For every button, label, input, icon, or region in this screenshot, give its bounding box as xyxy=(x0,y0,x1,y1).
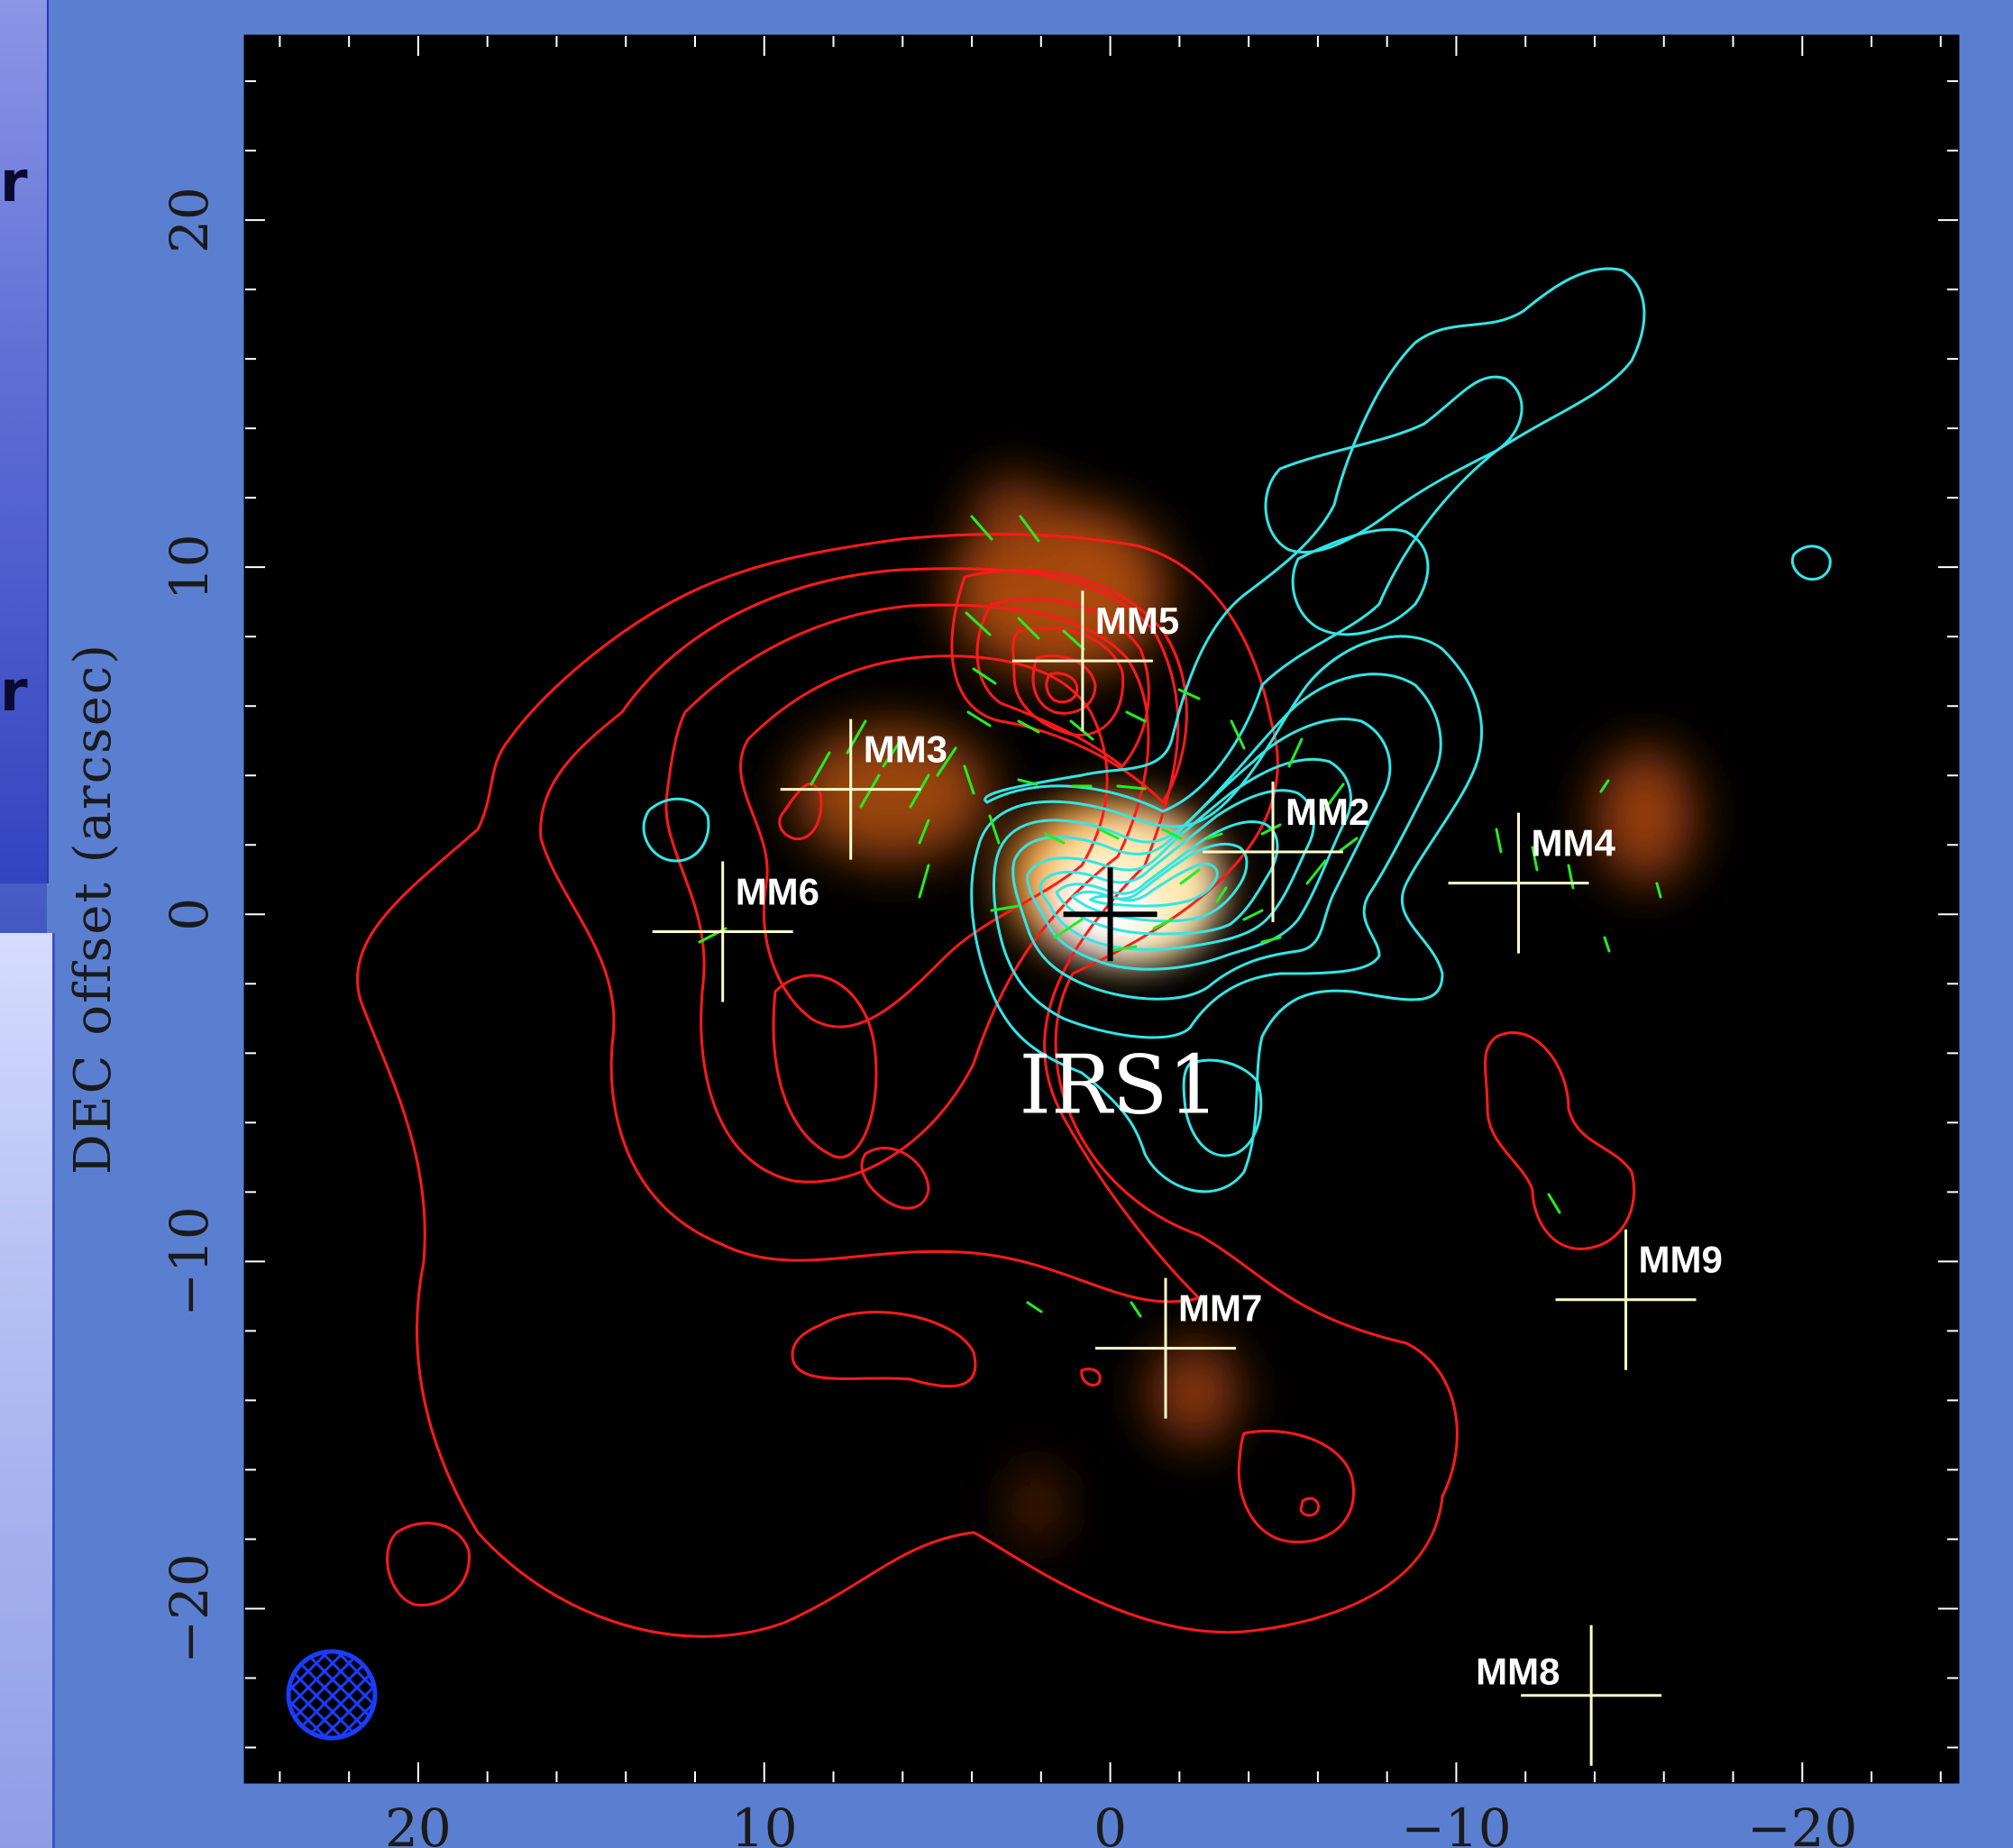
source-markers: MM2 MM3 MM4 MM5 MM6 MM7 MM8 MM9 IRS1 xyxy=(652,590,1723,1766)
source-label: MM7 xyxy=(1178,1287,1262,1330)
x-tick-label: −10 xyxy=(1401,1798,1511,1848)
beam-ellipse xyxy=(286,1649,378,1741)
slide-panel-top xyxy=(0,0,49,883)
source-label: MM9 xyxy=(1639,1239,1723,1281)
source-marker-mm3: MM3 xyxy=(780,718,947,860)
source-label: MM4 xyxy=(1532,822,1616,865)
x-tick-label: −20 xyxy=(1747,1798,1857,1848)
source-marker-mm6: MM6 xyxy=(652,861,819,1002)
slide-text-fragment: r xyxy=(0,149,28,215)
source-label: MM3 xyxy=(864,728,947,771)
x-tick-label: 10 xyxy=(731,1798,798,1848)
y-tick-label: 20 xyxy=(159,187,220,253)
source-marker-irs1: IRS1 xyxy=(1019,867,1220,1132)
source-marker-mm2: MM2 xyxy=(1203,781,1369,922)
slide-text-fragment: r xyxy=(0,658,28,724)
x-tick-labels: 20 10 0 −10 −20 xyxy=(385,1798,1857,1848)
source-marker-mm8: MM8 xyxy=(1476,1624,1662,1766)
y-tick-label: −10 xyxy=(159,1206,220,1316)
y-tick-labels: 20 10 0 −10 −20 xyxy=(159,187,220,1663)
x-tick-label: 20 xyxy=(385,1798,452,1848)
plot-frame xyxy=(243,34,1960,1784)
slide-panel-bottom xyxy=(0,933,55,1848)
x-tick-label: 0 xyxy=(1093,1798,1127,1848)
y-tick-label: −20 xyxy=(159,1553,220,1663)
y-axis-label: DEC offset (arcsec) xyxy=(64,643,123,1175)
plot-content: MM2 MM3 MM4 MM5 MM6 MM7 MM8 MM9 IRS1 xyxy=(286,267,1832,1766)
background-slide-strip: r r xyxy=(0,0,55,1848)
source-label: MM6 xyxy=(736,871,819,913)
source-marker-mm5: MM5 xyxy=(1011,590,1179,732)
tick-marks xyxy=(245,36,1958,1782)
source-marker-mm7: MM7 xyxy=(1095,1277,1262,1419)
irs1-label: IRS1 xyxy=(1019,1038,1219,1132)
y-tick-label: 0 xyxy=(159,898,220,931)
source-marker-mm9: MM9 xyxy=(1555,1229,1723,1370)
y-tick-label: 10 xyxy=(159,534,220,600)
source-marker-mm4: MM4 xyxy=(1448,812,1616,954)
source-label: MM8 xyxy=(1476,1651,1560,1693)
cyan-contours xyxy=(642,267,1832,1194)
source-label: MM5 xyxy=(1095,599,1179,642)
source-label: MM2 xyxy=(1286,791,1369,833)
polarization-vectors xyxy=(698,515,1662,1318)
